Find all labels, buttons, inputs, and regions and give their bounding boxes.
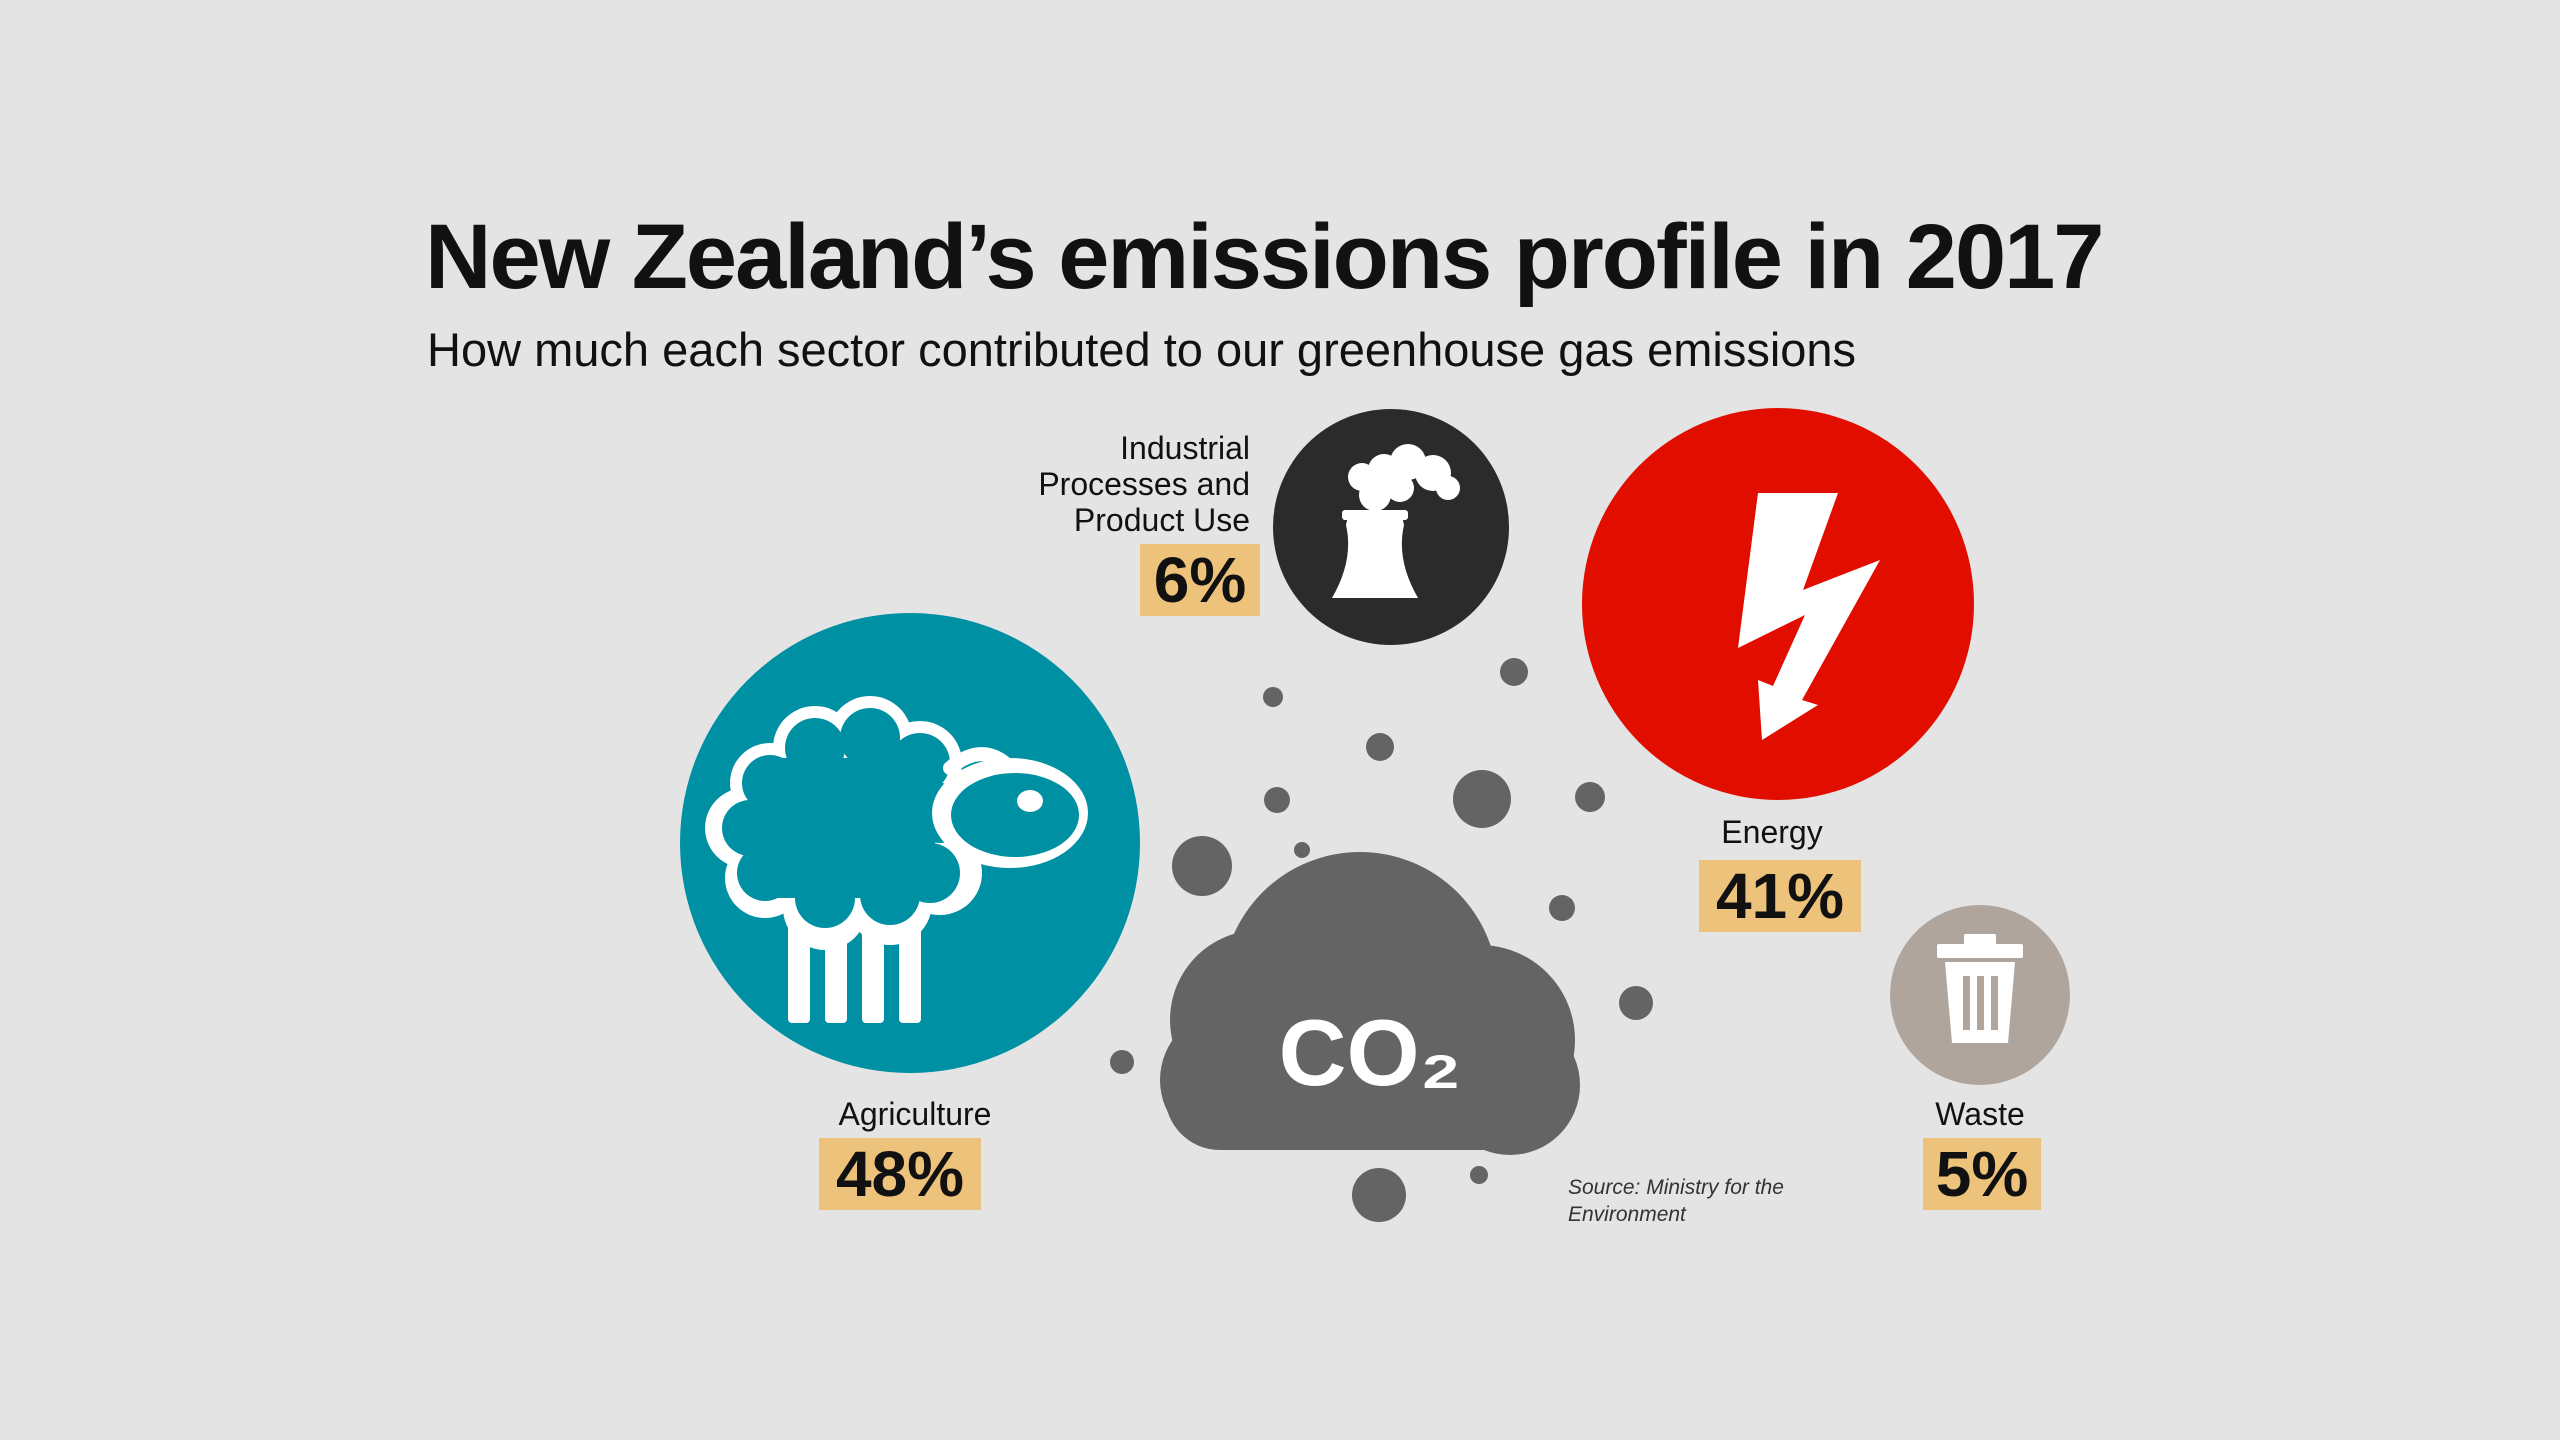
bubble-energy [1582,408,1974,800]
chart-title: New Zealand’s emissions profile in 2017 [425,206,2104,308]
particle-dot [1172,836,1232,896]
value-agriculture: 48% [819,1138,981,1210]
value-industrial: 6% [1140,544,1260,616]
particle-dot [1549,895,1575,921]
label-waste: Waste [1935,1096,2025,1132]
particle-dot [1294,842,1310,858]
sheep-icon [705,696,1088,1023]
label-industrial: Industrial Processes and Product Use [960,430,1250,538]
particle-dot [1264,787,1290,813]
particle-dot [1263,687,1283,707]
particle-dot [1453,770,1511,828]
label-industrial-line2: Processes and [1038,466,1250,502]
particle-dot [1619,986,1653,1020]
particle-dots [1110,658,1653,1222]
factory-chimney-icon [1332,444,1460,598]
chart-subtitle: How much each sector contributed to our … [427,323,1857,376]
bubble-agriculture [680,613,1140,1073]
value-energy: 41% [1699,860,1861,932]
particle-dot [1470,1166,1488,1184]
bubble-waste [1890,905,2070,1085]
particle-dot [1110,1050,1134,1074]
particle-dot [1575,782,1605,812]
label-industrial-line1: Industrial [1120,430,1250,466]
label-energy: Energy [1721,814,1823,850]
bubble-industrial [1273,409,1509,645]
particle-dot [1366,733,1394,761]
source-note: Source: Ministry for the Environment [1568,1176,1784,1226]
lightning-bolt-icon [1738,493,1880,740]
co2-label: CO₂ [1279,1000,1462,1105]
label-agriculture: Agriculture [838,1096,992,1132]
particle-dot [1352,1168,1406,1222]
value-waste: 5% [1923,1138,2041,1210]
trash-can-icon [1937,934,2023,1043]
particle-dot [1500,658,1528,686]
label-industrial-line3: Product Use [1073,502,1250,538]
co2-cloud-icon: CO₂ [1160,852,1580,1155]
